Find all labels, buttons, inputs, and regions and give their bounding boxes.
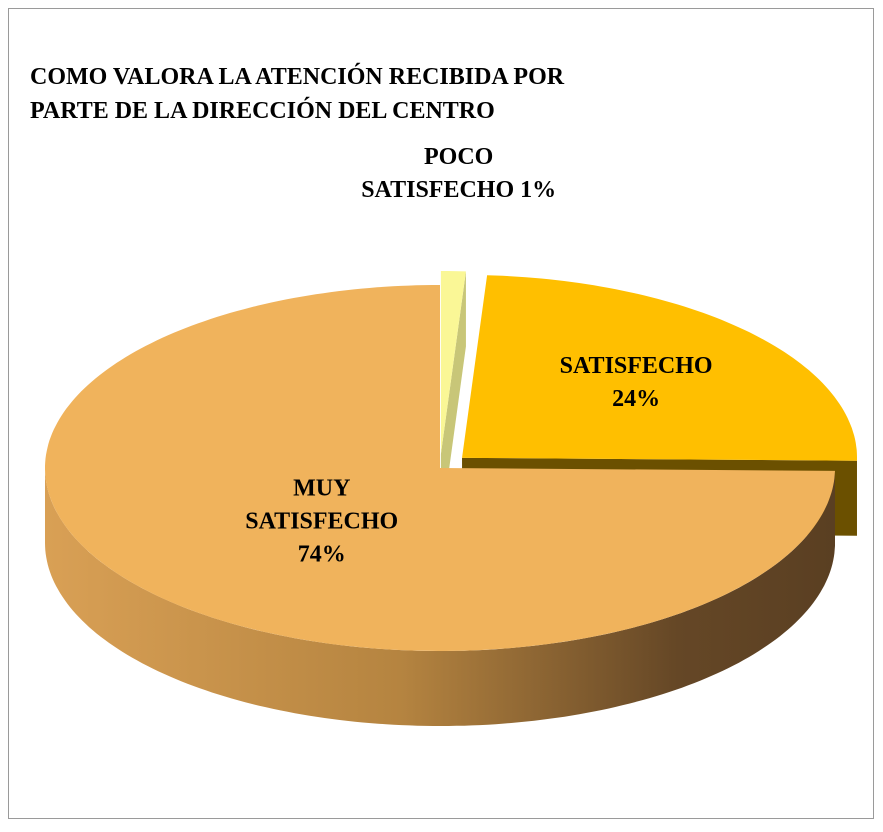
data-label: SATISFECHO 24% [541, 350, 731, 416]
category-label: MUY SATISFECHO [245, 475, 399, 535]
chart-frame [8, 8, 874, 819]
category-label: SATISFECHO [559, 353, 713, 380]
slice-cut-face [440, 271, 466, 530]
pie-slice [462, 275, 857, 461]
value-label: 1% [520, 177, 557, 204]
pie-slice [440, 271, 466, 455]
chart-title: COMO VALORA LA ATENCIÓN RECIBIDA POR PAR… [30, 64, 565, 124]
slice-side [45, 468, 835, 726]
slice-tops [45, 271, 857, 651]
category-label: POCO SATISFECHO [361, 144, 515, 204]
value-label: 74% [297, 541, 346, 568]
data-label: MUY SATISFECHO 74% [237, 472, 407, 571]
value-label: 24% [612, 386, 661, 413]
data-label: POCO SATISFECHO 1% [349, 141, 569, 207]
pie-slice [45, 285, 835, 651]
